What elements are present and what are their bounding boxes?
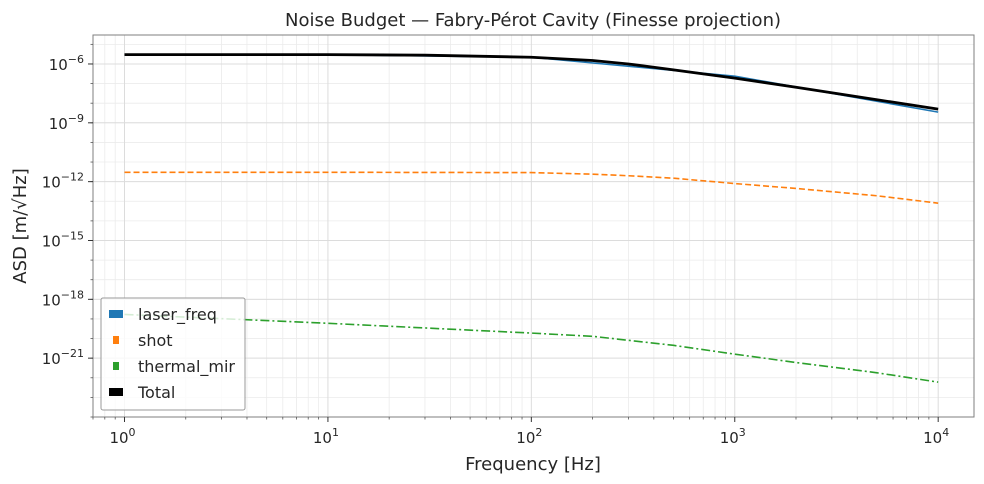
legend-box <box>100 297 246 411</box>
y-tick-label: 10−12 <box>42 171 84 192</box>
legend-swatch-total <box>109 388 123 396</box>
x-tick-label: 100 <box>109 426 135 447</box>
series-line-shot <box>124 171 939 204</box>
y-tick-label: 10−18 <box>42 288 84 309</box>
chart-title: Noise Budget — Fabry-Pérot Cavity (Fines… <box>285 10 781 31</box>
series-line-total <box>124 53 939 111</box>
grid-layer <box>92 35 974 418</box>
y-tick-label: 10−21 <box>42 347 84 368</box>
x-axis-label: Frequency [Hz] <box>465 454 601 475</box>
x-tick-label: 101 <box>313 426 339 447</box>
y-tick-label: 10−15 <box>42 229 84 250</box>
legend-label-thermal-mir: thermal_mir <box>138 357 235 377</box>
series-line-thermal-mir <box>124 313 939 383</box>
tick-layer: 100 101 102 103 104 10−6 10−9 10−12 10−15 10−18 10… <box>42 43 949 447</box>
plot-area-frame <box>92 34 975 418</box>
legend-label-total: Total <box>137 383 175 402</box>
series-layer <box>124 53 939 383</box>
x-tick-label: 102 <box>516 426 542 447</box>
y-tick-label: 10−6 <box>49 53 84 74</box>
legend-swatch-laser-freq <box>109 310 123 318</box>
legend-label-laser-freq: laser_freq <box>138 305 217 325</box>
legend-swatch-thermal-mir <box>113 362 119 370</box>
y-axis-label: ASD [m/√Hz] <box>10 168 31 283</box>
y-tick-label: 10−9 <box>49 112 84 133</box>
legend-label-shot: shot <box>138 331 173 350</box>
legend-swatch-shot <box>113 336 119 344</box>
x-tick-label: 104 <box>923 426 949 447</box>
x-tick-label: 103 <box>720 426 746 447</box>
